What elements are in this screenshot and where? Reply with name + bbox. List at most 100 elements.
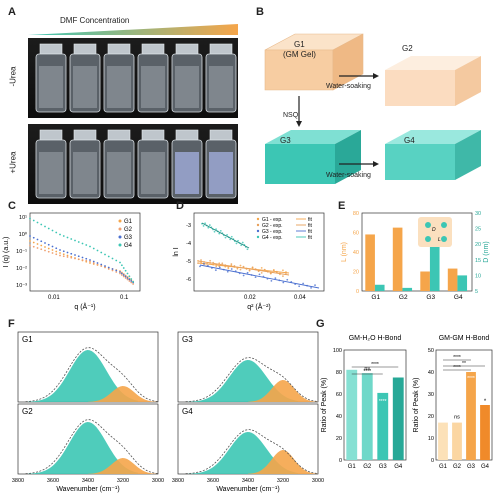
chart-e-ylabel-right: D (nm) bbox=[483, 241, 490, 262]
chart-f-label: G3 bbox=[182, 335, 193, 344]
chart-c-point bbox=[81, 256, 84, 259]
chart-c-point bbox=[120, 272, 123, 275]
chart-c-point bbox=[130, 278, 133, 280]
chart-g-bar bbox=[392, 377, 404, 460]
chart-c-point bbox=[77, 255, 80, 258]
chart-d-point bbox=[230, 235, 233, 238]
chart-c-point bbox=[51, 245, 54, 248]
chart-g-ytick: 50 bbox=[428, 348, 434, 354]
chart-f-xtick: 3400 bbox=[82, 478, 94, 484]
chart-c-point bbox=[124, 277, 127, 279]
chart-f-xtick: 3600 bbox=[47, 478, 59, 484]
panel-letter-g: G bbox=[316, 318, 325, 330]
chart-d-legend-fit-label: fit bbox=[308, 235, 313, 241]
chart-f-peak-orange bbox=[88, 386, 158, 402]
arrow-label-water-top: Water-soaking bbox=[326, 83, 371, 90]
chart-f-xtick: 3400 bbox=[242, 478, 254, 484]
chart-f-envelope bbox=[185, 429, 319, 475]
chart-c-point bbox=[130, 280, 133, 282]
chart-c-point bbox=[126, 272, 129, 275]
chart-c-point bbox=[89, 262, 91, 264]
chart-f-xlabel: Wavenumber (cm⁻¹) bbox=[216, 486, 279, 493]
chart-f-xtick: 3800 bbox=[12, 478, 24, 484]
chart-g-sig: **** bbox=[467, 376, 475, 382]
chart-d-point bbox=[207, 226, 210, 229]
panel-letter-b: B bbox=[256, 6, 264, 18]
chart-d-fit-line bbox=[197, 260, 290, 276]
chart-g-xtick: G4 bbox=[394, 464, 403, 470]
chart-d-point bbox=[197, 262, 199, 264]
chart-d-point bbox=[202, 225, 205, 227]
chart-f-envelope bbox=[25, 347, 159, 402]
chart-d-point bbox=[218, 232, 221, 235]
chart-c-point bbox=[107, 255, 110, 258]
chart-g-xtick: G1 bbox=[348, 464, 357, 470]
chart-c-point bbox=[51, 229, 54, 232]
chart-c-xtick: 0.01 bbox=[48, 295, 60, 301]
chart-c-xlabel: q (Å⁻¹) bbox=[74, 302, 95, 311]
chart-c-point bbox=[122, 267, 125, 269]
chart-d-point bbox=[204, 222, 207, 225]
chart-c-legend-label: G1 bbox=[124, 219, 133, 225]
chart-c-point bbox=[77, 241, 80, 243]
chart-e-ytick-right: 5 bbox=[475, 289, 478, 295]
chart-e-bar-l bbox=[392, 227, 403, 291]
chart-c-point bbox=[96, 262, 99, 264]
chart-e-xtick: G1 bbox=[371, 294, 380, 301]
photo-urea-minus bbox=[28, 38, 238, 118]
chart-c-point bbox=[89, 260, 91, 263]
chart-e-bar-d bbox=[402, 287, 413, 291]
chart-f-xtick: 3000 bbox=[312, 478, 324, 484]
chart-f-xlabel: Wavenumber (cm⁻¹) bbox=[56, 486, 119, 493]
chart-c-point bbox=[126, 277, 129, 279]
chart-f-label: G4 bbox=[182, 407, 193, 416]
dmf-gradient-wedge bbox=[28, 24, 238, 35]
chart-c-point bbox=[128, 275, 131, 278]
chart-d-point bbox=[215, 265, 218, 268]
chart-d-point bbox=[282, 269, 284, 272]
chart-c-point bbox=[96, 249, 99, 252]
chart-d-point bbox=[286, 278, 289, 281]
vial-cap bbox=[39, 129, 63, 141]
chart-c-ytick: 10⁻² bbox=[16, 266, 27, 272]
chart-g-bar bbox=[346, 369, 358, 460]
chart-f: G1 G2 3800 3600 3400 3200 3000 Wavenumber (cm⁻¹… bbox=[12, 331, 324, 493]
chart-c-point bbox=[120, 264, 123, 267]
chart-e-ytick-left: 20 bbox=[353, 270, 359, 276]
chart-d-legend-label: G4 - exp. bbox=[262, 235, 283, 241]
chart-d-point bbox=[242, 274, 245, 277]
chart-e-xtick: G3 bbox=[426, 294, 435, 301]
chart-c-point bbox=[119, 272, 121, 275]
chart-e-inset-dot bbox=[441, 236, 447, 242]
chart-e-ytick-right: 15 bbox=[475, 258, 481, 264]
chart-c-legend-label: G4 bbox=[124, 243, 133, 249]
chart-d-point bbox=[251, 266, 254, 269]
chart-d-ytick: -4 bbox=[186, 241, 191, 247]
label-g1: G1 bbox=[294, 40, 305, 49]
chart-d-point bbox=[269, 272, 272, 275]
chart-c-point bbox=[59, 249, 61, 251]
chart-c-legend-marker bbox=[118, 227, 122, 231]
chart-d-point bbox=[213, 230, 216, 233]
chart-d-point bbox=[263, 268, 266, 271]
chart-d-point bbox=[200, 259, 202, 261]
chart-d-xtick: 0.04 bbox=[294, 295, 306, 301]
panel-letter-f: F bbox=[8, 318, 15, 330]
chart-e-ytick-right: 25 bbox=[475, 227, 481, 233]
chart-d-fit-line bbox=[201, 222, 250, 249]
chart-c-ytick: 10⁰ bbox=[19, 231, 28, 238]
chart-c-point bbox=[126, 278, 129, 281]
chart-c-point bbox=[70, 252, 73, 255]
chart-f-peak-teal bbox=[28, 350, 138, 402]
chart-c-ytick: 10⁻¹ bbox=[16, 249, 27, 255]
chart-g-ylabel: Ratio of Peak (%) bbox=[413, 378, 420, 433]
chart-d-point bbox=[282, 275, 284, 278]
chart-d-point bbox=[218, 266, 221, 269]
chart-g-ytick: 60 bbox=[336, 392, 342, 398]
chart-c-point bbox=[107, 266, 110, 269]
label-g1-sub: (GM Gel) bbox=[283, 50, 316, 59]
chart-d-point bbox=[206, 262, 208, 265]
schematic-b bbox=[264, 33, 481, 184]
chart-c-point bbox=[104, 253, 106, 256]
chart-c-legend-marker bbox=[118, 219, 122, 223]
